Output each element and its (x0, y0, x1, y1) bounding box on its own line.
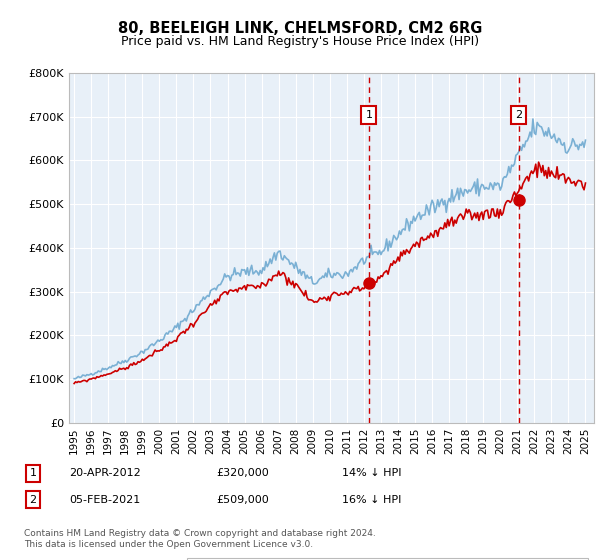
Legend: 80, BEELEIGH LINK, CHELMSFORD, CM2 6RG (detached house), HPI: Average price, det: 80, BEELEIGH LINK, CHELMSFORD, CM2 6RG (… (187, 558, 589, 560)
Text: 80, BEELEIGH LINK, CHELMSFORD, CM2 6RG: 80, BEELEIGH LINK, CHELMSFORD, CM2 6RG (118, 21, 482, 36)
Text: 2: 2 (515, 110, 523, 120)
Text: Contains HM Land Registry data © Crown copyright and database right 2024.: Contains HM Land Registry data © Crown c… (24, 529, 376, 538)
Text: 1: 1 (29, 468, 37, 478)
Text: 05-FEB-2021: 05-FEB-2021 (69, 494, 140, 505)
Text: 16% ↓ HPI: 16% ↓ HPI (342, 494, 401, 505)
Text: 14% ↓ HPI: 14% ↓ HPI (342, 468, 401, 478)
Text: This data is licensed under the Open Government Licence v3.0.: This data is licensed under the Open Gov… (24, 540, 313, 549)
Text: £509,000: £509,000 (216, 494, 269, 505)
Text: 2: 2 (29, 494, 37, 505)
Text: 1: 1 (365, 110, 373, 120)
Text: £320,000: £320,000 (216, 468, 269, 478)
Text: 20-APR-2012: 20-APR-2012 (69, 468, 141, 478)
Text: Price paid vs. HM Land Registry's House Price Index (HPI): Price paid vs. HM Land Registry's House … (121, 35, 479, 48)
